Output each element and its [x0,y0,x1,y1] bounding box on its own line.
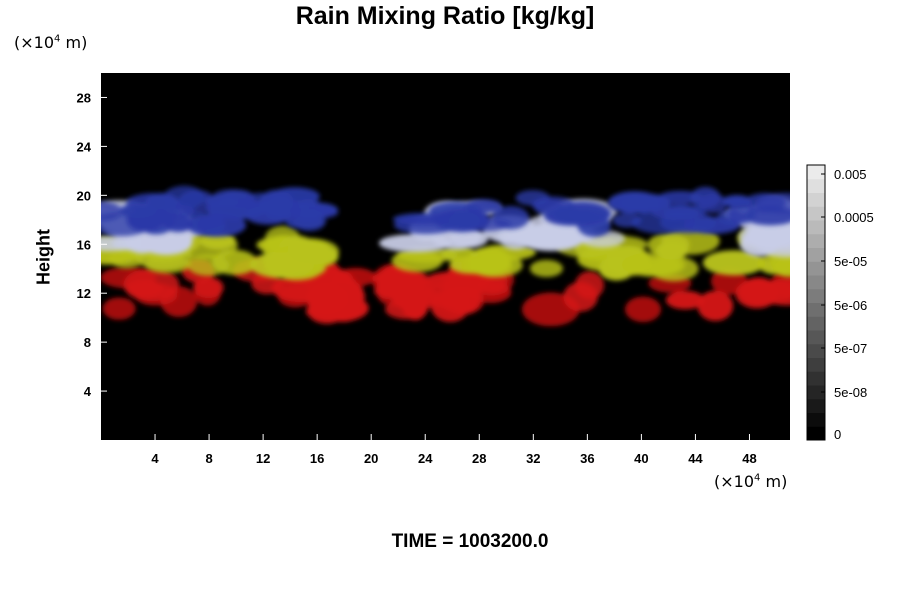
colorbar-label: 5e-06 [834,298,867,313]
colorbar-level [807,412,825,427]
cloud-blob [529,259,563,278]
cloud-blob [204,194,239,208]
cloud-blob [568,207,612,222]
cloud-blob [754,192,790,214]
colorbar-level [807,357,825,372]
cloud-blob [258,189,294,215]
cloud-blob [665,290,705,310]
colorbar-level [807,275,825,290]
colorbar-level [807,261,825,276]
colorbar-level [807,288,825,303]
cloud-blob [287,238,340,265]
time-label: TIME = 1003200.0 [391,531,549,552]
colorbar-level [807,316,825,331]
cloud-blob [194,278,222,306]
blue-layer [101,185,790,237]
cloud-blob [306,284,348,313]
cloud-blob [119,203,157,219]
cloud-blob [492,205,530,230]
cloud-blob [211,249,258,275]
red-layer [101,256,790,327]
chart-title: Rain Mixing Ratio [kg/kg] [295,2,595,30]
colorbar-level [807,426,825,441]
x-tick-label: 24 [418,451,433,466]
x-tick-label: 28 [472,451,486,466]
y-tick-label: 20 [77,188,91,203]
colorbar-level [807,178,825,193]
colorbar-level [807,330,825,345]
cloud-blob [401,288,429,321]
colorbar-label: 5e-05 [834,254,867,269]
cloud-blob [508,226,584,247]
x-tick-label: 4 [151,451,159,466]
cloud-blob [264,225,301,253]
colorbar-frame [806,164,826,441]
y-tick-label: 28 [77,90,91,105]
colorbar-label: 0 [834,427,841,442]
y-tick-label: 16 [77,237,91,252]
colorbar-label: 5e-08 [834,385,867,400]
y-tick-label: 4 [84,384,92,399]
cloud-blob [625,197,657,214]
cloud-blob [757,252,790,275]
x-tick-label: 40 [634,451,648,466]
colorbar-level [807,398,825,413]
colorbar-level [807,165,825,180]
colorbar-level [807,343,825,358]
cloud-blob [740,279,790,305]
cloud-blob [683,216,740,235]
y-tick-label: 8 [84,335,91,350]
colorbar-level [807,233,825,248]
colorbar: 0.005 0.0005 5e-05 5e-06 5e-07 5e-08 0 [806,164,874,442]
colorbar-level [807,192,825,207]
cloud-blob [698,193,727,214]
x-tick-label: 32 [526,451,540,466]
cloud-blob [277,286,313,308]
cloud-blob [159,211,225,231]
x-tick-label: 20 [364,451,378,466]
colorbar-level [807,247,825,262]
x-tick-label: 16 [310,451,324,466]
colorbar-level [807,385,825,400]
cloud-blob [123,267,180,302]
rain-field [101,185,790,327]
x-tick-label: 48 [742,451,756,466]
colorbar-level [807,206,825,221]
cloud-blob [145,193,178,210]
y-tick-label: 24 [77,139,92,154]
x-tick-label: 8 [205,451,212,466]
cloud-blob [655,241,689,260]
x-tick-label: 36 [580,451,594,466]
colorbar-level [807,302,825,317]
cloud-blob [440,287,485,315]
cloud-blob [102,297,136,320]
colorbar-level [807,220,825,235]
x-tick-label: 12 [256,451,270,466]
y-axis-unit: (×104 m) [14,33,88,52]
cloud-blob [662,206,700,219]
cloud-blob [468,253,523,278]
cloud-blob [292,209,327,232]
cloud-blob [697,290,734,322]
x-tick-label: 44 [688,451,703,466]
colorbar-label: 0.0005 [834,210,874,225]
cloud-blob [624,296,662,323]
cloud-blob [448,212,481,230]
colorbar-level [807,371,825,386]
cloud-blob [702,250,766,276]
colorbar-label: 5e-07 [834,341,867,356]
cloud-blob [721,195,753,208]
x-axis-unit: (×104 m) [714,472,788,491]
cloud-blob [574,271,605,300]
cloud-blob [745,220,790,248]
cloud-blob [533,198,565,216]
colorbar-label: 0.005 [834,167,867,182]
y-tick-label: 12 [77,286,91,301]
yellow-layer [101,225,790,282]
